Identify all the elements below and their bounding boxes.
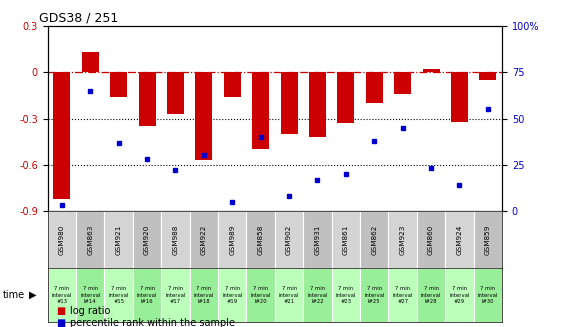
Text: 7 min
interval
l#16: 7 min interval l#16: [137, 286, 157, 304]
Bar: [388, 211, 417, 268]
Text: 7 min
interval
l#30: 7 min interval l#30: [478, 286, 498, 304]
Bar: [388, 268, 417, 322]
Bar: [417, 268, 445, 322]
Text: 7 min
interval
#17: 7 min interval #17: [165, 286, 186, 304]
Text: GSM922: GSM922: [201, 224, 207, 255]
Bar: [332, 211, 360, 268]
Text: 7 min
interval
#21: 7 min interval #21: [279, 286, 299, 304]
Bar: [275, 268, 304, 322]
Bar: [218, 211, 246, 268]
Text: GSM858: GSM858: [257, 224, 264, 255]
Text: GDS38 / 251: GDS38 / 251: [39, 12, 118, 25]
Bar: [417, 211, 445, 268]
Text: GSM923: GSM923: [399, 224, 406, 255]
Text: 7 min
interval
l#22: 7 min interval l#22: [307, 286, 328, 304]
Text: 7 min
interval
#23: 7 min interval #23: [335, 286, 356, 304]
Bar: [110, 72, 127, 97]
Text: GSM862: GSM862: [371, 224, 378, 255]
Bar: [190, 268, 218, 322]
Text: GSM902: GSM902: [286, 224, 292, 255]
Bar: [309, 72, 326, 137]
Bar: [133, 211, 162, 268]
Text: 7 min
interval
#15: 7 min interval #15: [108, 286, 129, 304]
Text: 7 min
interval
#13: 7 min interval #13: [52, 286, 72, 304]
Bar: [360, 211, 388, 268]
Bar: [360, 268, 388, 322]
Bar: [139, 72, 155, 126]
Text: GSM861: GSM861: [343, 224, 349, 255]
Text: 7 min
interval
#19: 7 min interval #19: [222, 286, 242, 304]
Text: ▶: ▶: [29, 290, 36, 300]
Bar: [451, 72, 468, 122]
Bar: [162, 211, 190, 268]
Bar: [195, 72, 213, 160]
Text: 7 min
interval
l#25: 7 min interval l#25: [364, 286, 384, 304]
Text: percentile rank within the sample: percentile rank within the sample: [70, 318, 235, 327]
Text: 7 min
interval
l#20: 7 min interval l#20: [251, 286, 271, 304]
Bar: [445, 268, 473, 322]
Bar: [218, 268, 246, 322]
Bar: [473, 211, 502, 268]
Bar: [366, 72, 383, 103]
Bar: [76, 268, 104, 322]
Bar: [479, 72, 496, 80]
Bar: [422, 69, 440, 72]
Text: log ratio: log ratio: [70, 306, 111, 316]
Bar: [445, 211, 473, 268]
Bar: [304, 211, 332, 268]
Bar: [104, 211, 133, 268]
Text: 7 min
interval
l#14: 7 min interval l#14: [80, 286, 100, 304]
Bar: [275, 211, 304, 268]
Bar: [280, 72, 297, 134]
Text: GSM924: GSM924: [457, 224, 462, 255]
Bar: [332, 268, 360, 322]
Bar: [162, 268, 190, 322]
Bar: [473, 268, 502, 322]
Bar: [394, 72, 411, 94]
Bar: [304, 268, 332, 322]
Bar: [104, 268, 133, 322]
Text: GSM863: GSM863: [88, 224, 93, 255]
Bar: [190, 211, 218, 268]
Text: time: time: [3, 290, 25, 300]
Text: GSM980: GSM980: [59, 224, 65, 255]
Bar: [133, 268, 162, 322]
Text: GSM989: GSM989: [229, 224, 235, 255]
Text: 7 min
interval
#29: 7 min interval #29: [449, 286, 470, 304]
Text: ■: ■: [56, 306, 65, 316]
Text: 7 min
interval
#27: 7 min interval #27: [393, 286, 413, 304]
Text: 7 min
interval
l#18: 7 min interval l#18: [194, 286, 214, 304]
Bar: [82, 52, 99, 72]
Bar: [76, 211, 104, 268]
Text: GSM920: GSM920: [144, 224, 150, 255]
Bar: [167, 72, 184, 114]
Bar: [252, 72, 269, 149]
Bar: [246, 211, 275, 268]
Text: ■: ■: [56, 318, 65, 327]
Text: GSM860: GSM860: [428, 224, 434, 255]
Bar: [53, 72, 70, 198]
Text: GSM859: GSM859: [485, 224, 491, 255]
Text: GSM931: GSM931: [315, 224, 320, 255]
Bar: [48, 211, 76, 268]
Bar: [48, 268, 76, 322]
Bar: [337, 72, 355, 123]
Bar: [224, 72, 241, 97]
Text: GSM921: GSM921: [116, 224, 122, 255]
Text: GSM988: GSM988: [172, 224, 178, 255]
Bar: [246, 268, 275, 322]
Text: 7 min
interval
l#28: 7 min interval l#28: [421, 286, 442, 304]
